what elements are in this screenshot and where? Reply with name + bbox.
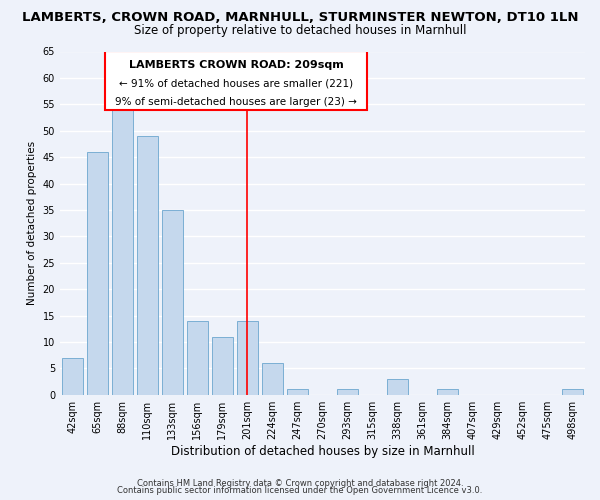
Bar	[137, 136, 158, 394]
Bar	[112, 110, 133, 395]
Text: LAMBERTS CROWN ROAD: 209sqm: LAMBERTS CROWN ROAD: 209sqm	[129, 60, 344, 70]
Bar	[287, 390, 308, 394]
Text: Contains public sector information licensed under the Open Government Licence v3: Contains public sector information licen…	[118, 486, 482, 495]
Bar	[337, 390, 358, 394]
Text: ← 91% of detached houses are smaller (221): ← 91% of detached houses are smaller (22…	[119, 78, 353, 88]
Bar	[187, 321, 208, 394]
Text: Size of property relative to detached houses in Marnhull: Size of property relative to detached ho…	[134, 24, 466, 37]
X-axis label: Distribution of detached houses by size in Marnhull: Distribution of detached houses by size …	[170, 444, 475, 458]
Text: Contains HM Land Registry data © Crown copyright and database right 2024.: Contains HM Land Registry data © Crown c…	[137, 478, 463, 488]
Bar	[387, 379, 408, 394]
Y-axis label: Number of detached properties: Number of detached properties	[27, 141, 37, 305]
Bar	[437, 390, 458, 394]
Text: LAMBERTS, CROWN ROAD, MARNHULL, STURMINSTER NEWTON, DT10 1LN: LAMBERTS, CROWN ROAD, MARNHULL, STURMINS…	[22, 11, 578, 24]
FancyBboxPatch shape	[105, 52, 367, 110]
Bar	[62, 358, 83, 395]
Bar	[562, 390, 583, 394]
Text: 9% of semi-detached houses are larger (23) →: 9% of semi-detached houses are larger (2…	[115, 96, 357, 106]
Bar	[262, 363, 283, 394]
Bar	[237, 321, 258, 394]
Bar	[87, 152, 108, 394]
Bar	[212, 336, 233, 394]
Bar	[162, 210, 183, 394]
